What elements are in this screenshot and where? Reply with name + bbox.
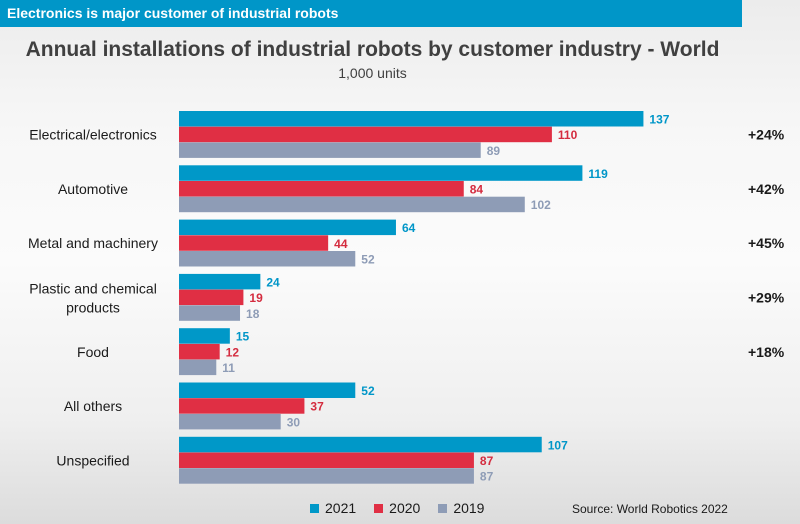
value-label-plastic-and-chemical-products-2020: 19: [249, 291, 263, 305]
legend-item-2021: 2021: [310, 500, 356, 516]
banner: Electronics is major customer of industr…: [0, 0, 742, 27]
bar-plastic-and-chemical-products-2021: [179, 273, 261, 290]
bar-unspecified-2020: [179, 452, 474, 468]
value-label-electrical-electronics-2020: 110: [558, 128, 578, 142]
category-label-automotive: Automotive: [58, 181, 128, 197]
value-label-all-others-2021: 52: [361, 384, 375, 398]
chart-subtitle: 1,000 units: [338, 65, 407, 81]
bar-electrical-electronics-2021: [179, 111, 644, 127]
value-label-automotive-2019: 102: [531, 198, 551, 212]
value-label-unspecified-2019: 87: [480, 470, 494, 484]
value-label-electrical-electronics-2019: 89: [487, 144, 501, 158]
chart-title: Annual installations of industrial robot…: [25, 38, 720, 61]
source-note: Source: World Robotics 2022: [572, 502, 728, 516]
value-label-food-2019: 11: [222, 361, 235, 375]
growth-label-electrical-electronics: +24%: [748, 127, 785, 143]
value-label-metal-and-machinery-2020: 44: [334, 237, 348, 251]
value-label-plastic-and-chemical-products-2021: 24: [266, 275, 280, 289]
bar-electrical-electronics-2020: [179, 126, 552, 143]
bar-electrical-electronics-2019: [179, 142, 481, 158]
growth-label-food: +18%: [748, 344, 785, 360]
value-label-food-2020: 12: [226, 345, 240, 359]
bar-food-2019: [179, 359, 217, 376]
bar-automotive-2021: [179, 165, 583, 181]
legend-swatch-2021: [310, 503, 319, 513]
bar-automotive-2020: [179, 181, 464, 197]
legend-swatch-2019: [438, 503, 448, 513]
value-label-metal-and-machinery-2019: 52: [361, 253, 375, 267]
legend-swatch-2020: [374, 503, 384, 513]
value-label-all-others-2020: 37: [310, 400, 324, 414]
category-label-metal-and-machinery: Metal and machinery: [28, 235, 158, 251]
legend-item-2020: 2020: [374, 500, 420, 516]
value-label-plastic-and-chemical-products-2019: 18: [246, 307, 260, 321]
value-label-unspecified-2021: 107: [548, 438, 568, 452]
bar-unspecified-2019: [179, 468, 474, 484]
value-label-all-others-2019: 30: [287, 415, 301, 429]
legend-item-2019: 2019: [438, 500, 484, 516]
growth-label-automotive: +42%: [748, 181, 785, 197]
category-label-unspecified: Unspecified: [56, 452, 129, 468]
bar-automotive-2019: [179, 196, 525, 213]
bar-food-2020: [179, 343, 220, 360]
value-label-food-2021: 15: [236, 330, 250, 344]
bar-metal-and-machinery-2021: [179, 219, 396, 236]
value-label-unspecified-2020: 87: [480, 454, 494, 468]
bar-all-others-2021: [179, 382, 356, 398]
legend: 2021 2020 2019: [310, 500, 484, 516]
legend-label-2020: 2020: [389, 500, 421, 516]
value-label-metal-and-machinery-2021: 64: [402, 221, 416, 235]
legend-label-2019: 2019: [453, 500, 485, 516]
bar-plastic-and-chemical-products-2020: [179, 289, 244, 306]
bar-all-others-2020: [179, 398, 305, 414]
growth-label-plastic-and-chemical-products: +29%: [748, 289, 785, 305]
bar-unspecified-2021: [179, 436, 542, 453]
bar-metal-and-machinery-2019: [179, 251, 356, 267]
bar-plastic-and-chemical-products-2019: [179, 305, 241, 321]
bar-metal-and-machinery-2020: [179, 235, 329, 251]
category-label-electrical-electronics: Electrical/electronics: [29, 127, 157, 143]
value-label-automotive-2020: 84: [470, 183, 484, 197]
category-label-plastic-and-chemical-products: Plastic and chemical products: [29, 280, 157, 315]
category-label-all-others: All others: [64, 398, 122, 414]
value-label-electrical-electronics-2021: 137: [649, 113, 669, 127]
growth-label-metal-and-machinery: +45%: [748, 235, 785, 251]
legend-label-2021: 2021: [325, 500, 357, 516]
bar-all-others-2019: [179, 413, 281, 430]
bar-food-2021: [179, 328, 230, 344]
category-label-food: Food: [77, 344, 109, 360]
value-label-automotive-2021: 119: [588, 167, 608, 181]
